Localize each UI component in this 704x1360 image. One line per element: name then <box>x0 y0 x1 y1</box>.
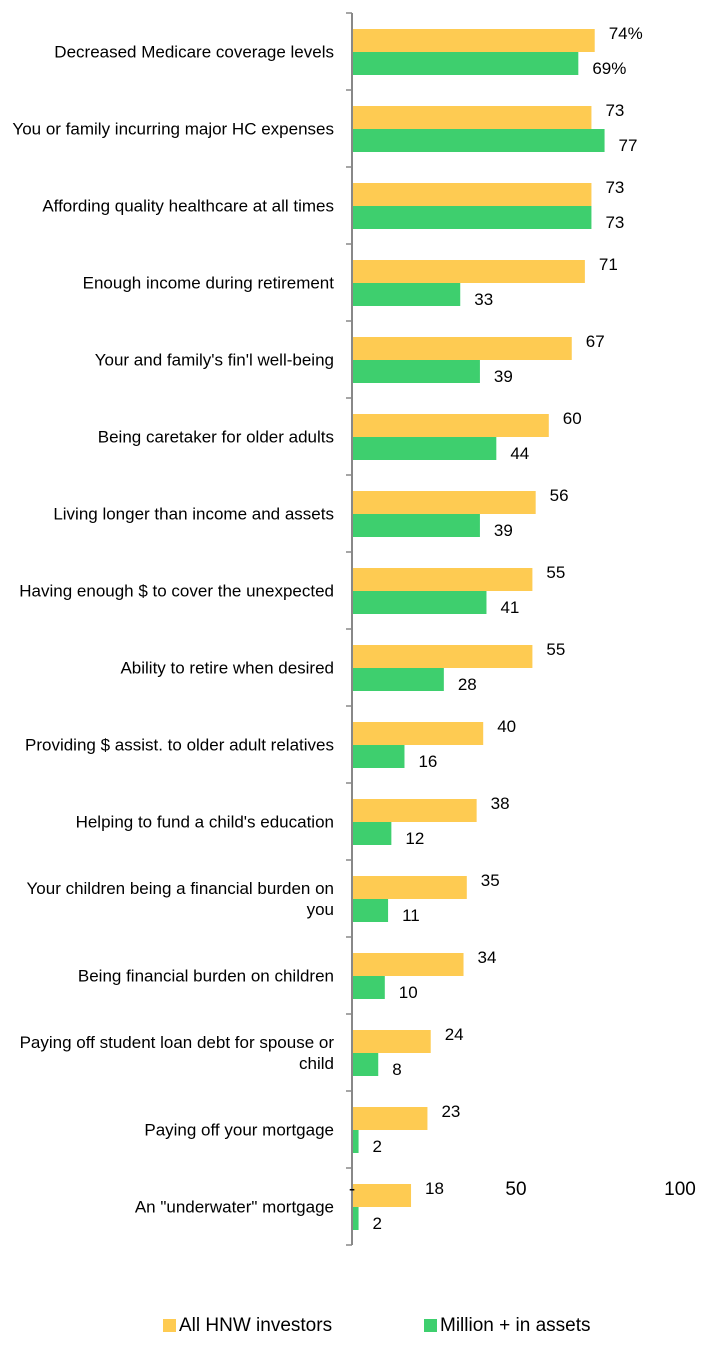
bar <box>352 183 592 206</box>
bar <box>352 899 389 922</box>
data-label: 67 <box>586 332 605 351</box>
bar <box>352 437 497 460</box>
data-label: 77 <box>619 136 638 155</box>
y-tick-label: Your children being a financial burden o… <box>26 879 335 919</box>
bar <box>352 1107 428 1130</box>
bar <box>352 29 595 52</box>
bar <box>352 668 444 691</box>
data-label: 39 <box>494 367 513 386</box>
y-tick-label: Helping to fund a child's education <box>75 812 334 832</box>
data-label: 41 <box>500 598 519 617</box>
data-label: 18 <box>425 1179 444 1198</box>
data-label: 55 <box>546 563 565 582</box>
data-label: 55 <box>546 640 565 659</box>
bar <box>352 360 480 383</box>
bar <box>352 106 592 129</box>
y-tick-label: Paying off student loan debt for spouse … <box>19 1033 334 1073</box>
data-label: 73 <box>605 101 624 120</box>
bar <box>352 491 536 514</box>
data-label: 16 <box>418 752 437 771</box>
data-label: 8 <box>392 1060 401 1079</box>
data-label: 56 <box>550 486 569 505</box>
bar <box>352 745 405 768</box>
data-label: 44 <box>510 444 529 463</box>
y-tick-label: Providing $ assist. to older adult relat… <box>25 735 334 755</box>
data-label: 40 <box>497 717 516 736</box>
legend-label: All HNW investors <box>179 1315 332 1336</box>
data-label: 60 <box>563 409 582 428</box>
y-tick-label: Living longer than income and assets <box>53 504 334 524</box>
x-tick-label: 100 <box>664 1179 696 1200</box>
y-tick-label: Being caretaker for older adults <box>97 427 334 447</box>
bar <box>352 822 392 845</box>
bar <box>352 514 480 537</box>
data-label: 38 <box>491 794 510 813</box>
legend-swatch <box>424 1319 437 1332</box>
data-label: 73 <box>605 213 624 232</box>
bar <box>352 337 572 360</box>
y-tick-label: Having enough $ to cover the unexpected <box>19 581 334 601</box>
bar <box>352 799 477 822</box>
y-tick-label: You or family incurring major HC expense… <box>12 119 334 139</box>
data-label: 74% <box>609 24 643 43</box>
bar <box>352 52 579 75</box>
data-label: 10 <box>399 983 418 1002</box>
bar <box>352 1207 359 1230</box>
y-tick-label: Being financial burden on children <box>77 966 334 986</box>
data-label: 24 <box>445 1025 464 1044</box>
bar <box>352 129 605 152</box>
data-label: 28 <box>458 675 477 694</box>
y-tick-label: Decreased Medicare coverage levels <box>54 42 334 62</box>
bar <box>352 876 467 899</box>
bar <box>352 260 585 283</box>
bar <box>352 1130 359 1153</box>
data-label: 34 <box>478 948 497 967</box>
legend-label: Million + in assets <box>440 1315 590 1336</box>
y-tick-label: Your and family's fin'l well-being <box>94 350 334 370</box>
bar <box>352 1030 431 1053</box>
data-label: 2 <box>373 1137 382 1156</box>
bar <box>352 976 385 999</box>
bar <box>352 568 533 591</box>
data-label: 2 <box>373 1214 382 1233</box>
y-tick-label: Paying off your mortgage <box>144 1120 334 1140</box>
bar <box>352 591 487 614</box>
x-tick-label: - <box>349 1179 355 1200</box>
data-label: 35 <box>481 871 500 890</box>
y-tick-label: Enough income during retirement <box>82 273 334 293</box>
bar <box>352 414 549 437</box>
x-tick-label: 50 <box>505 1179 526 1200</box>
bar <box>352 206 592 229</box>
bar <box>352 953 464 976</box>
data-label: 12 <box>405 829 424 848</box>
bar <box>352 283 461 306</box>
y-tick-label: Ability to retire when desired <box>120 658 334 678</box>
data-label: 69% <box>592 59 626 78</box>
bar <box>352 722 484 745</box>
bar <box>352 645 533 668</box>
data-label: 11 <box>402 906 420 925</box>
data-label: 33 <box>474 290 493 309</box>
data-label: 73 <box>605 178 624 197</box>
data-label: 71 <box>599 255 618 274</box>
data-label: 23 <box>441 1102 460 1121</box>
bar <box>352 1053 379 1076</box>
data-label: 39 <box>494 521 513 540</box>
legend-swatch <box>163 1319 176 1332</box>
bar <box>352 1184 412 1207</box>
y-tick-label: Affording quality healthcare at all time… <box>42 196 334 216</box>
y-tick-label: An "underwater" mortgage <box>134 1197 334 1217</box>
